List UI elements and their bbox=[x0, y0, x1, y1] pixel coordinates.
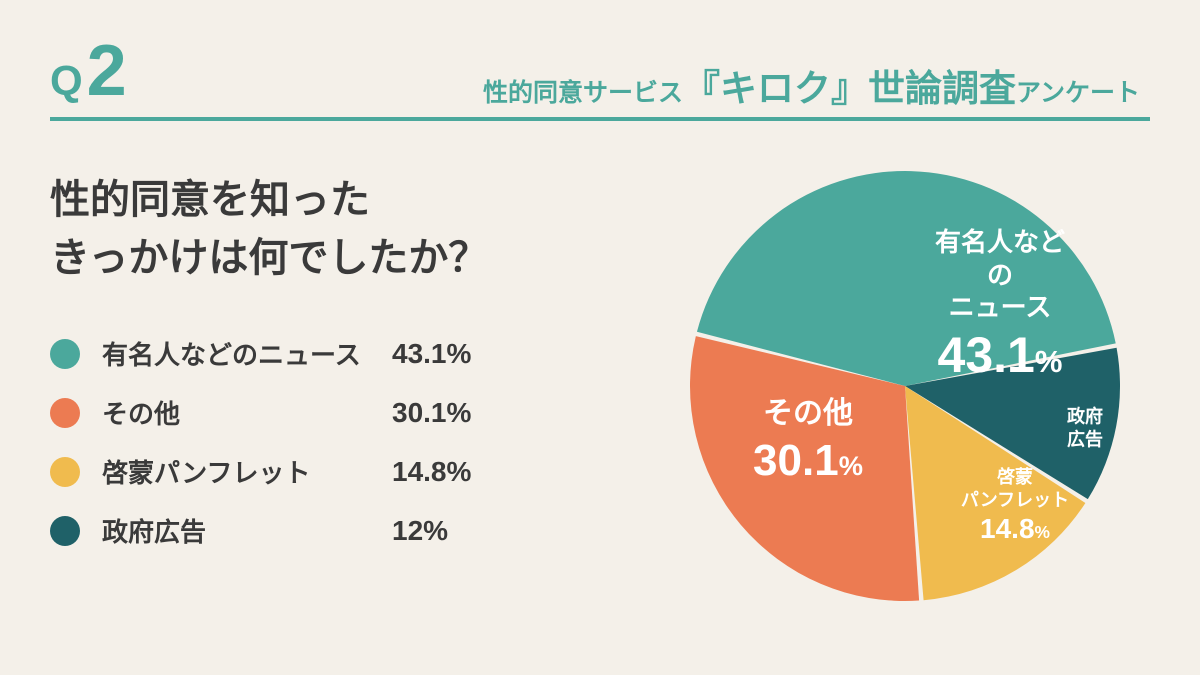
slice-label-other: その他30.1% bbox=[753, 395, 863, 488]
legend-label: 有名人などのニュース bbox=[102, 335, 392, 372]
slice-label-pamphlet: 啓蒙パンフレット14.8% bbox=[961, 466, 1069, 546]
question-number: Q 2 bbox=[50, 35, 127, 107]
legend-row: 啓蒙パンフレット14.8% bbox=[50, 453, 640, 490]
pie-chart: 有名人などのニュース43.1% 政府広告啓蒙パンフレット14.8% その他30.1% bbox=[680, 161, 1130, 616]
slice-pct: 43.1% bbox=[935, 324, 1065, 387]
question-text: 性的同意を知ったきっかけは何でしたか？ bbox=[50, 171, 640, 287]
legend-dot bbox=[50, 457, 80, 487]
slice-pct: 30.1% bbox=[753, 432, 863, 487]
legend-dot bbox=[50, 398, 80, 428]
content: 性的同意を知ったきっかけは何でしたか？ 有名人などのニュース43.1%その他30… bbox=[0, 121, 1200, 571]
slice-name: 有名人などのニュース bbox=[935, 226, 1065, 324]
slice-pct: 14.8% bbox=[961, 511, 1069, 546]
legend-value: 14.8% bbox=[392, 456, 471, 488]
legend-value: 12% bbox=[392, 515, 448, 547]
header-title: 性的同意サービス『キロク』世論調査アンケート bbox=[483, 70, 1140, 107]
slice-name: 啓蒙パンフレット bbox=[961, 466, 1069, 511]
legend: 有名人などのニュース43.1%その他30.1%啓蒙パンフレット14.8%政府広告… bbox=[50, 335, 640, 549]
slice-name: その他 bbox=[753, 395, 863, 433]
legend-row: その他30.1% bbox=[50, 394, 640, 431]
legend-dot bbox=[50, 339, 80, 369]
slice-name: 政府広告 bbox=[1063, 406, 1108, 451]
legend-row: 有名人などのニュース43.1% bbox=[50, 335, 640, 372]
legend-label: その他 bbox=[102, 394, 392, 431]
q-digit: 2 bbox=[87, 35, 127, 107]
header: Q 2 性的同意サービス『キロク』世論調査アンケート bbox=[0, 0, 1200, 107]
slice-label-news: 有名人などのニュース43.1% bbox=[935, 226, 1065, 386]
legend-label: 政府広告 bbox=[102, 512, 392, 549]
legend-value: 43.1% bbox=[392, 338, 471, 370]
slice-label-gov: 政府広告 bbox=[1063, 406, 1108, 451]
legend-label: 啓蒙パンフレット bbox=[102, 453, 392, 490]
legend-value: 30.1% bbox=[392, 397, 471, 429]
q-prefix: Q bbox=[50, 60, 83, 102]
right-column: 有名人などのニュース43.1% 政府広告啓蒙パンフレット14.8% その他30.1% bbox=[640, 171, 1160, 571]
left-column: 性的同意を知ったきっかけは何でしたか？ 有名人などのニュース43.1%その他30… bbox=[50, 171, 640, 571]
header-title-part: 『キロク』世論調査 bbox=[683, 70, 1016, 107]
legend-dot bbox=[50, 516, 80, 546]
header-title-part: アンケート bbox=[1016, 81, 1140, 106]
legend-row: 政府広告12% bbox=[50, 512, 640, 549]
header-title-part: 性的同意サービス bbox=[483, 81, 683, 106]
